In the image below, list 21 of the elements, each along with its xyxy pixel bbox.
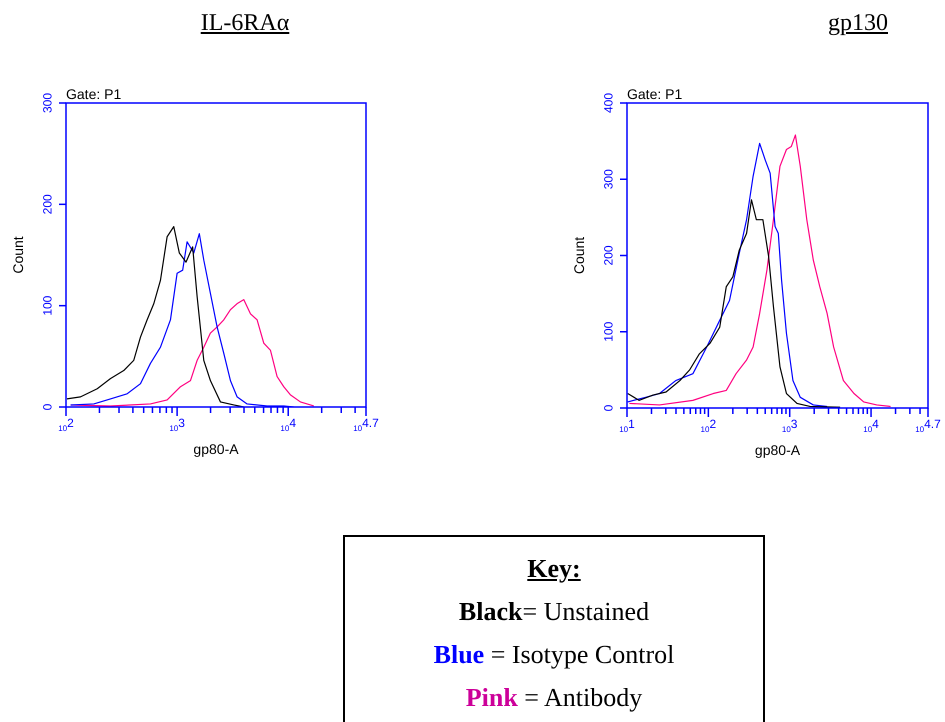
y-axis-title: Count bbox=[10, 236, 26, 274]
x-axis-title: gp80-A bbox=[754, 442, 801, 458]
y-axis-title: Count bbox=[570, 236, 587, 274]
chart-title: IL-6RAα bbox=[200, 10, 290, 37]
legend-label: Black= Unstained bbox=[458, 597, 650, 626]
chart-subtitle: Gate: P1 bbox=[627, 86, 682, 102]
y-tick-label: 300 bbox=[40, 92, 54, 114]
y-tick-label: 200 bbox=[40, 194, 54, 214]
y-tick-label: 400 bbox=[601, 92, 616, 114]
y-tick-label: 0 bbox=[601, 404, 616, 412]
x-axis-title: gp80-A bbox=[193, 441, 240, 457]
y-tick-label: 0 bbox=[40, 403, 54, 410]
legend-title: Key: bbox=[526, 553, 582, 585]
chart-title: gp130 bbox=[828, 10, 888, 37]
legend-label: Pink = Antibody bbox=[466, 683, 642, 712]
chart-subtitle: Gate: P1 bbox=[66, 86, 122, 102]
y-tick-label: 100 bbox=[40, 295, 54, 316]
y-tick-label: 100 bbox=[601, 321, 616, 342]
y-tick-label: 200 bbox=[601, 245, 616, 266]
y-tick-label: 300 bbox=[601, 168, 616, 190]
legend-label: Blue = Isotype Control bbox=[434, 640, 674, 669]
